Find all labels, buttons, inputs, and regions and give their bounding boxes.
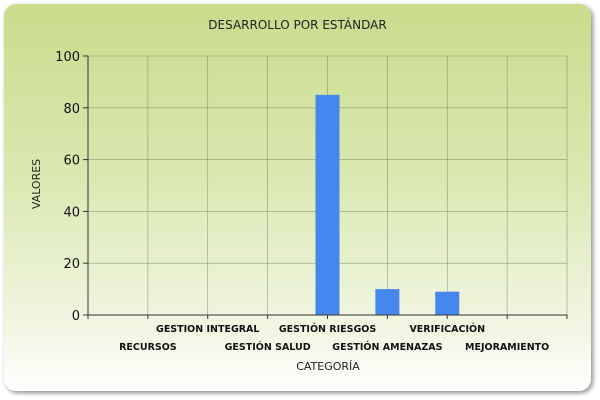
x-tick-label: GESTIÓN RIESGOS bbox=[279, 323, 377, 335]
y-tick-label: 100 bbox=[55, 50, 80, 65]
chart-card bbox=[4, 4, 591, 391]
y-tick-label: 40 bbox=[63, 205, 80, 220]
x-tick-label: GESTIÓN AMENAZAS bbox=[332, 341, 442, 353]
x-tick-label: MEJORAMIENTO bbox=[465, 342, 549, 353]
axes bbox=[83, 55, 568, 319]
bar-6 bbox=[435, 291, 460, 315]
bar-5 bbox=[375, 289, 400, 315]
x-axis-label: CATEGORÍA bbox=[296, 360, 360, 373]
y-tick-label: 0 bbox=[72, 309, 80, 324]
x-tick-label: VERIFICACIÓN bbox=[409, 323, 485, 335]
y-tick-label: 20 bbox=[63, 257, 80, 272]
x-tick-label: GESTIÓN SALUD bbox=[225, 341, 311, 353]
x-tick-labels: RECURSOS GESTION INTEGRAL GESTIÓN SALUD GES… bbox=[119, 323, 549, 353]
bar-4 bbox=[315, 94, 340, 315]
x-tick-label: RECURSOS bbox=[119, 342, 177, 353]
y-tick-label: 60 bbox=[63, 154, 80, 169]
chart-title: DESARROLLO POR ESTÁNDAR bbox=[208, 18, 387, 32]
y-tick-label: 80 bbox=[63, 102, 80, 117]
y-tick-labels: 0 20 40 60 80 100 bbox=[55, 50, 80, 324]
y-axis-label: VALORES bbox=[30, 159, 43, 209]
bars bbox=[315, 94, 460, 315]
x-tick-label: GESTION INTEGRAL bbox=[156, 324, 259, 335]
